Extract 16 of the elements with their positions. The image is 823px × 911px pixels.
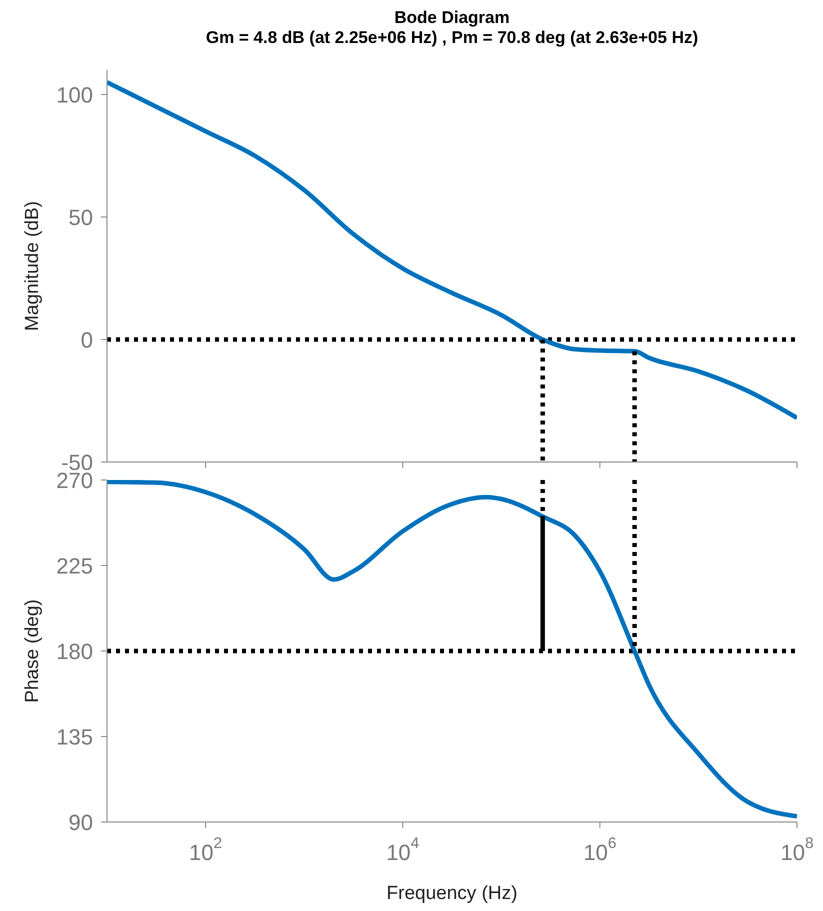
y-tick-label: 100 — [56, 82, 93, 107]
x-axis-title: Frequency (Hz) — [386, 883, 518, 904]
y-axis-title: Magnitude (dB) — [22, 201, 42, 331]
chart-title: Bode Diagram — [393, 8, 511, 28]
x-tick-label: 10$^{6}$ — [583, 835, 616, 864]
x-tick-label: 10$^{8}$ — [780, 835, 814, 864]
y-tick-label: 225 — [56, 553, 93, 578]
y-tick-label: 90 — [68, 810, 93, 834]
y-tick-label: 0 — [80, 327, 93, 352]
y-axis-title: Phase (deg) — [22, 599, 42, 703]
y-tick-label: 50 — [68, 204, 93, 230]
x-tick-label: 10$^{2}$ — [189, 835, 222, 864]
chart-subtitle: Gm = 4.8 dB (at 2.25e+06 Hz) , Pm = 70.8 deg (at 2.63e+05 Hz) — [204, 28, 700, 48]
x-tick-label: 10$^{4}$ — [386, 835, 420, 864]
y-tick-label: 135 — [56, 724, 93, 749]
y-tick-label: 180 — [56, 638, 93, 664]
